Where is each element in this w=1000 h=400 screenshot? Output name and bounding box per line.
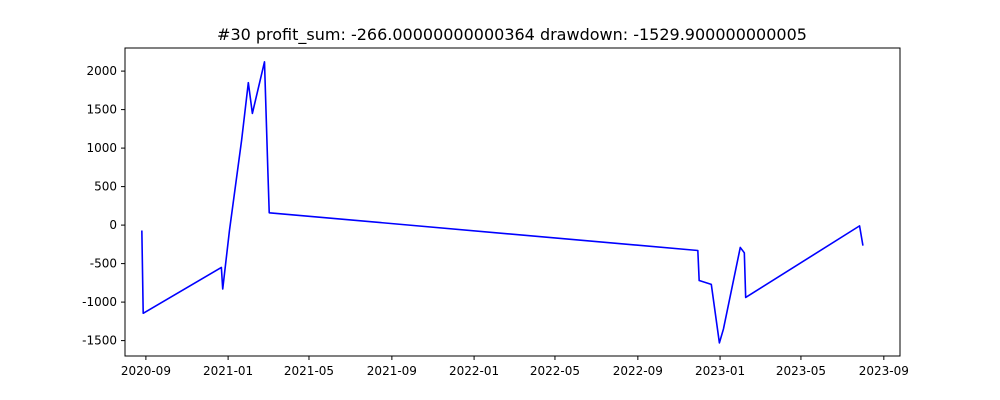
y-tick-label: -1000 <box>82 295 117 309</box>
x-tick-label: 2023-01 <box>695 364 745 378</box>
y-tick-label: 1000 <box>86 141 117 155</box>
y-tick-label: -500 <box>90 257 117 271</box>
x-tick-label: 2023-09 <box>859 364 909 378</box>
x-tick-label: 2023-05 <box>776 364 826 378</box>
y-tick-label: -1500 <box>82 334 117 348</box>
plot-area: 2020-09 2021-01 2021-05 2021-09 2022-01 2022-… <box>82 47 909 378</box>
chart-title: #30 profit_sum: -266.00000000000364 draw… <box>217 25 807 45</box>
x-tick-label: 2022-01 <box>449 364 499 378</box>
y-tick-label: 1500 <box>86 103 117 117</box>
x-tick-label: 2022-05 <box>530 364 580 378</box>
series-line-0 <box>141 61 864 344</box>
y-tick-label: 2000 <box>86 64 117 78</box>
x-tick-label: 2022-09 <box>613 364 663 378</box>
y-tick-label: 0 <box>109 218 117 232</box>
y-tick-label: 500 <box>94 180 117 194</box>
x-tick-label: 2021-05 <box>284 364 334 378</box>
x-tick-label: 2021-09 <box>367 364 417 378</box>
x-tick-label: 2020-09 <box>121 364 171 378</box>
x-tick-label: 2021-01 <box>203 364 253 378</box>
axes-frame <box>124 47 901 357</box>
